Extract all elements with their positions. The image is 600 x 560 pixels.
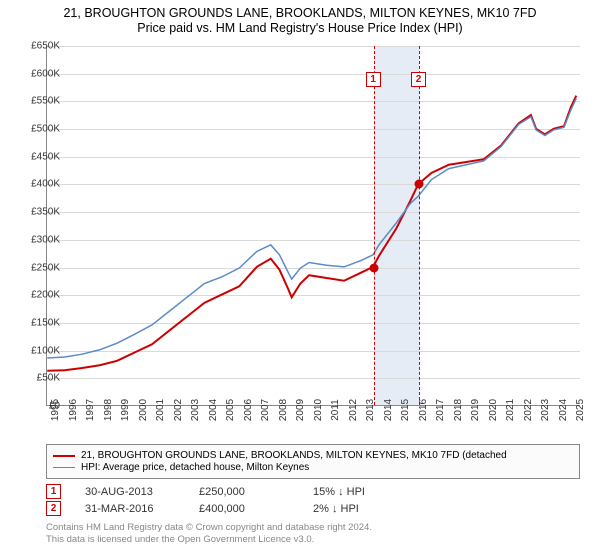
series-hpi <box>47 98 576 358</box>
x-axis-label: 2019 <box>470 399 481 421</box>
transaction-row-2: 231-MAR-2016£400,0002% ↓ HPI <box>46 501 580 516</box>
series-property <box>47 96 576 371</box>
legend-box: 21, BROUGHTON GROUNDS LANE, BROOKLANDS, … <box>46 444 580 479</box>
sale-marker-1: 1 <box>366 72 381 87</box>
x-axis-label: 1999 <box>120 399 131 421</box>
x-axis-label: 2001 <box>155 399 166 421</box>
credits: Contains HM Land Registry data © Crown c… <box>46 522 580 547</box>
x-axis-label: 2011 <box>330 399 341 421</box>
x-axis-label: 2018 <box>453 399 464 421</box>
legend-item-hpi: HPI: Average price, detached house, Milt… <box>53 462 573 473</box>
y-axis-label: £100K <box>10 345 60 356</box>
x-axis-label: 1996 <box>68 399 79 421</box>
credits-line-2: This data is licensed under the Open Gov… <box>46 534 580 546</box>
x-axis-label: 2006 <box>243 399 254 421</box>
x-axis-label: 2023 <box>540 399 551 421</box>
y-axis-label: £500K <box>10 124 60 135</box>
x-axis-label: 2017 <box>435 399 446 421</box>
line-series-svg <box>47 46 580 405</box>
x-axis-label: 2003 <box>190 399 201 421</box>
credits-line-1: Contains HM Land Registry data © Crown c… <box>46 522 580 534</box>
x-axis-label: 2015 <box>400 399 411 421</box>
transaction-table: 130-AUG-2013£250,00015% ↓ HPI 231-MAR-201… <box>46 482 580 518</box>
x-axis-label: 2021 <box>505 399 516 421</box>
y-axis-label: £450K <box>10 151 60 162</box>
sale-marker-2: 2 <box>411 72 426 87</box>
y-axis-label: £150K <box>10 317 60 328</box>
y-axis-label: £550K <box>10 96 60 107</box>
y-axis-label: £350K <box>10 207 60 218</box>
x-axis-label: 2014 <box>383 399 394 421</box>
x-axis-label: 1997 <box>85 399 96 421</box>
x-axis-label: 2005 <box>225 399 236 421</box>
y-axis-label: £50K <box>10 373 60 384</box>
transaction-row-1: 130-AUG-2013£250,00015% ↓ HPI <box>46 484 580 499</box>
x-axis-label: 2009 <box>295 399 306 421</box>
title-main: 21, BROUGHTON GROUNDS LANE, BROOKLANDS, … <box>10 6 590 20</box>
x-axis-label: 2010 <box>313 399 324 421</box>
x-axis-label: 2025 <box>575 399 586 421</box>
x-axis-label: 1998 <box>103 399 114 421</box>
sale-dot-1 <box>369 263 378 272</box>
x-axis-label: 2000 <box>138 399 149 421</box>
y-axis-label: £300K <box>10 234 60 245</box>
x-axis-label: 2016 <box>418 399 429 421</box>
x-axis-label: 2002 <box>173 399 184 421</box>
x-axis-label: 2013 <box>365 399 376 421</box>
x-axis-label: 2012 <box>348 399 359 421</box>
y-axis-label: £600K <box>10 68 60 79</box>
x-axis-label: 2022 <box>523 399 534 421</box>
title-sub: Price paid vs. HM Land Registry's House … <box>10 21 590 35</box>
y-axis-label: £250K <box>10 262 60 273</box>
y-axis-label: £400K <box>10 179 60 190</box>
x-axis-label: 2008 <box>278 399 289 421</box>
chart-plot-area: 12 <box>46 46 580 406</box>
y-axis-label: £200K <box>10 290 60 301</box>
x-axis-label: 2004 <box>208 399 219 421</box>
y-axis-label: £650K <box>10 41 60 52</box>
sale-dot-2 <box>415 180 424 189</box>
title-block: 21, BROUGHTON GROUNDS LANE, BROOKLANDS, … <box>0 0 600 37</box>
x-axis-label: 1995 <box>50 399 61 421</box>
legend-item-property: 21, BROUGHTON GROUNDS LANE, BROOKLANDS, … <box>53 450 573 461</box>
chart-container: 21, BROUGHTON GROUNDS LANE, BROOKLANDS, … <box>0 0 600 560</box>
x-axis-label: 2007 <box>260 399 271 421</box>
x-axis-label: 2024 <box>558 399 569 421</box>
x-axis-label: 2020 <box>488 399 499 421</box>
